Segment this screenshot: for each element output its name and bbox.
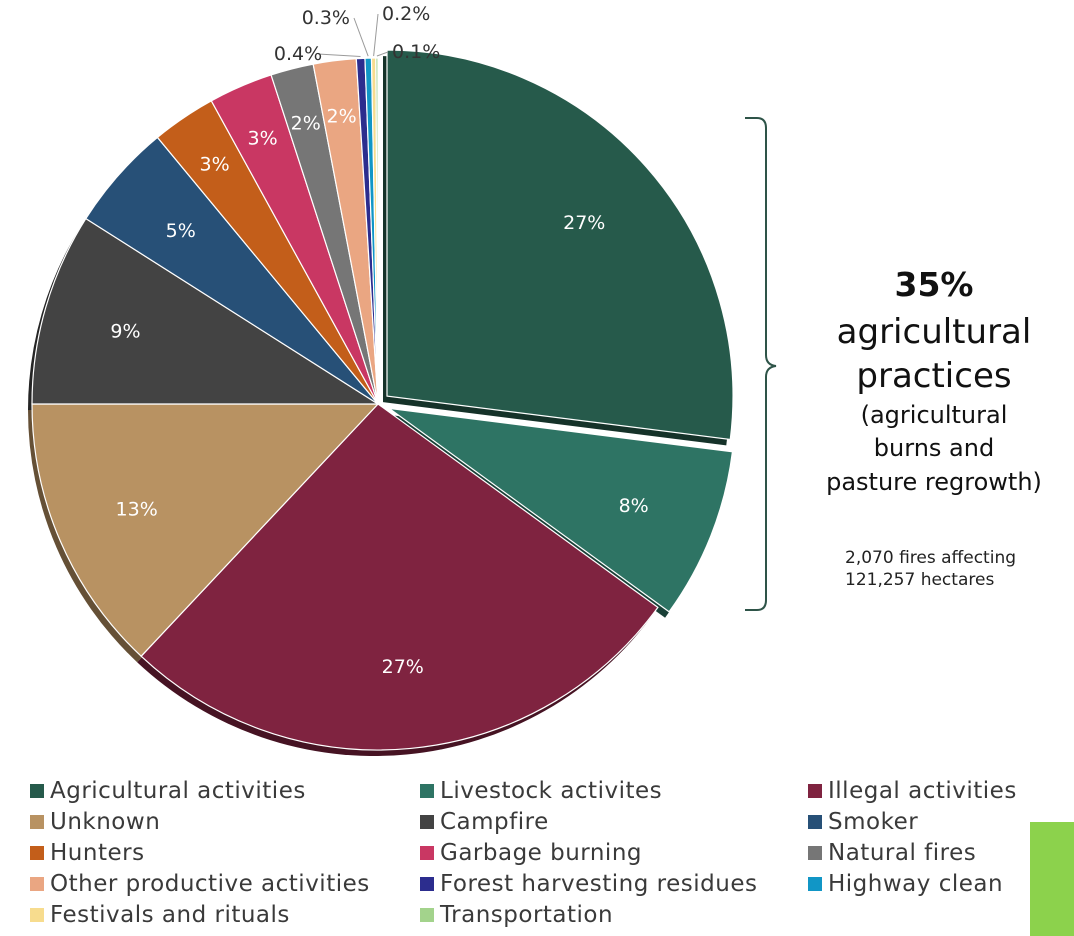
slice-label-livestock-activites: 8%	[619, 495, 649, 517]
leader-lines	[317, 13, 389, 57]
callout-stat-2: 121,257 hectares	[845, 570, 994, 590]
callout-stat-1: 2,070 fires affecting	[845, 548, 1016, 568]
legend-swatch	[420, 784, 434, 798]
slice-label-natural-fires: 2%	[291, 112, 321, 134]
legend-swatch	[420, 846, 434, 860]
legend-label: Garbage burning	[440, 840, 643, 866]
legend-item-festivals-and-rituals: Festivals and rituals	[30, 902, 290, 928]
legend-label: Livestock activites	[440, 778, 663, 804]
chart-legend: Agricultural activities Livestock activit…	[30, 778, 1030, 932]
slice-label-highway-clean: 0.3%	[302, 7, 350, 29]
callout-line-1: agricultural	[837, 312, 1032, 352]
slice-campfire	[31, 217, 381, 405]
callout-percent: 35%	[895, 265, 974, 304]
legend-item-illegal-activities: Illegal activities	[808, 778, 1017, 804]
legend-swatch	[420, 908, 434, 922]
legend-swatch	[420, 815, 434, 829]
legend-item-natural-fires: Natural fires	[808, 840, 976, 866]
callout-line-2: practices	[856, 356, 1011, 396]
pie-slices	[31, 49, 734, 751]
slice-labels: 27% 8% 27% 13% 9% 5% 3% 3% 2% 2% 0.4% 0.3% 0.2% 0.1%	[110, 3, 648, 678]
legend-label: Festivals and rituals	[50, 902, 290, 928]
decorative-green-bar	[1030, 822, 1074, 936]
legend-item-highway-clean: Highway clean	[808, 871, 1003, 897]
legend-item-livestock-activites: Livestock activites	[420, 778, 662, 804]
slice-transportation	[375, 57, 379, 405]
callout-sub-2: burns and	[874, 434, 994, 462]
legend-item-hunters: Hunters	[30, 840, 145, 866]
legend-label: Unknown	[50, 809, 161, 835]
leader-line-highway-clean	[353, 17, 369, 57]
callout-bracket	[745, 117, 777, 611]
slice-label-smoker: 5%	[166, 220, 196, 242]
leader-line-festivals-and-rituals	[373, 13, 379, 57]
leader-line-transportation	[376, 51, 389, 57]
legend-swatch	[808, 877, 822, 891]
legend-swatch	[808, 784, 822, 798]
legend-item-unknown: Unknown	[30, 809, 160, 835]
slice-agricultural-activities	[386, 49, 734, 441]
legend-label: Highway clean	[828, 871, 1004, 897]
slice-unknown	[31, 403, 380, 658]
legend-item-garbage-burning: Garbage burning	[420, 840, 642, 866]
legend-item-other-productive-activities: Other productive activities	[30, 871, 370, 897]
slice-label-transportation: 0.1%	[392, 41, 440, 63]
legend-swatch	[808, 815, 822, 829]
legend-item-agricultural-activities: Agricultural activities	[30, 778, 306, 804]
legend-item-campfire: Campfire	[420, 809, 549, 835]
legend-label: Forest harvesting residues	[440, 871, 758, 897]
legend-label: Campfire	[440, 809, 549, 835]
legend-label: Transportation	[440, 902, 614, 928]
legend-swatch	[30, 846, 44, 860]
slice-label-forest-harvesting-residues: 0.4%	[274, 43, 322, 65]
slice-livestock-activites	[388, 407, 734, 613]
legend-swatch	[420, 877, 434, 891]
legend-label: Illegal activities	[828, 778, 1017, 804]
legend-swatch	[30, 908, 44, 922]
leader-line-forest-harvesting-residues	[317, 53, 361, 57]
legend-label: Hunters	[50, 840, 145, 866]
legend-label: Other productive activities	[50, 871, 370, 897]
legend-label: Smoker	[828, 809, 919, 835]
slice-label-garbage-burning: 3%	[247, 127, 277, 149]
legend-label: Natural fires	[828, 840, 977, 866]
legend-swatch	[808, 846, 822, 860]
legend-swatch	[30, 784, 44, 798]
slice-label-illegal-activities: 27%	[382, 656, 424, 678]
callout-sub-1: (agricultural	[861, 401, 1008, 429]
legend-item-forest-harvesting-residues: Forest harvesting residues	[420, 871, 757, 897]
slice-label-campfire: 9%	[110, 321, 140, 343]
legend-swatch	[30, 877, 44, 891]
slice-illegal-activities	[140, 403, 659, 751]
slice-label-agricultural-activities: 27%	[563, 212, 605, 234]
slice-label-festivals-and-rituals: 0.2%	[382, 3, 430, 25]
slice-label-other-productive-activities: 2%	[326, 106, 356, 128]
legend-item-transportation: Transportation	[420, 902, 613, 928]
legend-swatch	[30, 815, 44, 829]
legend-label: Agricultural activities	[50, 778, 306, 804]
slice-label-hunters: 3%	[200, 154, 230, 176]
slice-label-unknown: 13%	[116, 498, 158, 520]
callout-sub-3: pasture regrowth)	[826, 468, 1042, 496]
legend-item-smoker: Smoker	[808, 809, 918, 835]
